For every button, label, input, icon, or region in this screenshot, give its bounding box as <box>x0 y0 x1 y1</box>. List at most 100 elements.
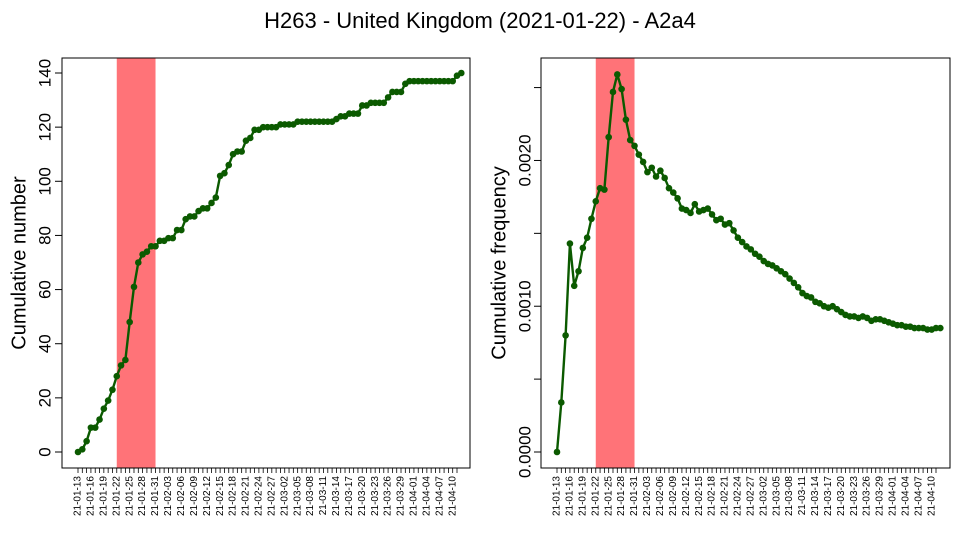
data-point <box>687 209 694 217</box>
x-tick-label: 21-03-20 <box>836 476 847 516</box>
data-point <box>790 279 798 287</box>
x-tick-label: 21-03-14 <box>810 476 821 516</box>
x-tick-label: 21-03-14 <box>331 476 342 516</box>
y-tick-label: 0 <box>35 447 54 456</box>
data-point <box>661 174 668 182</box>
x-tick-label: 21-03-26 <box>383 476 394 516</box>
data-point <box>644 168 651 176</box>
data-point <box>639 158 647 166</box>
x-tick-label: 21-04-10 <box>926 476 937 516</box>
x-tick-label: 21-03-08 <box>784 476 795 516</box>
data-point <box>575 267 582 275</box>
data-point <box>626 136 634 144</box>
y-tick-label: 120 <box>35 113 54 141</box>
data-point <box>807 294 815 301</box>
data-point <box>109 386 116 394</box>
y-tick-label: 40 <box>35 334 54 353</box>
x-tick-label: 21-02-12 <box>202 476 213 516</box>
data-point <box>397 88 405 96</box>
x-tick-label: 21-01-28 <box>137 476 148 516</box>
x-tick-label: 21-01-22 <box>590 476 601 516</box>
data-point <box>691 200 699 208</box>
x-tick-label: 21-01-25 <box>603 476 614 516</box>
data-point <box>566 240 574 247</box>
x-tick-label: 21-03-02 <box>758 476 769 516</box>
data-point <box>794 283 802 291</box>
x-tick-label: 21-03-11 <box>797 476 808 516</box>
data-point <box>592 197 600 205</box>
x-tick-label: 21-02-18 <box>707 476 718 516</box>
x-tick-label: 21-03-17 <box>344 476 355 516</box>
x-tick-label: 21-01-25 <box>124 476 135 516</box>
x-tick-label: 21-03-23 <box>849 476 860 516</box>
data-point <box>635 151 643 158</box>
y-tick-label: 80 <box>35 226 54 245</box>
x-tick-label: 21-04-01 <box>409 476 420 516</box>
data-point <box>152 242 159 250</box>
y-tick-label: 0.0010 <box>515 280 534 332</box>
data-point <box>665 184 673 192</box>
data-point <box>122 356 129 364</box>
chart-panel-1: 0 20 40 60 80 100 120 140 Cumulative number 21-01… <box>8 57 471 516</box>
data-point <box>583 234 591 242</box>
x-tick-label: 21-03-11 <box>318 476 329 516</box>
data-point <box>631 142 638 150</box>
data-point <box>384 94 392 101</box>
data-point <box>657 167 664 174</box>
data-point <box>96 416 103 423</box>
x-tick-label: 21-01-19 <box>577 476 588 516</box>
x-tick-label: 21-02-15 <box>215 476 226 516</box>
data-point <box>717 215 724 223</box>
data-point <box>618 85 625 93</box>
data-point <box>134 259 142 266</box>
x-tick-label: 21-04-04 <box>421 476 432 516</box>
x-tick-label: 21-03-29 <box>396 476 407 516</box>
chart-panel-2: 0.0000 0.0010 0.0020 Cumulative frequency 21… <box>488 57 951 516</box>
x-tick-label: 21-01-31 <box>150 476 161 516</box>
x-tick-label: 21-02-21 <box>241 476 252 516</box>
x-tick-label: 21-04-07 <box>913 476 924 516</box>
data-point <box>449 77 456 85</box>
x-tick-label: 21-02-12 <box>681 476 692 516</box>
x-tick-label: 21-01-13 <box>552 476 563 516</box>
data-point <box>609 88 617 96</box>
plot-frame <box>61 57 471 469</box>
data-point <box>238 148 245 155</box>
x-tick-label: 21-02-15 <box>694 476 705 516</box>
y-tick-label: 140 <box>35 59 54 87</box>
data-point <box>113 372 121 380</box>
x-tick-label: 21-03-05 <box>292 476 303 516</box>
data-point <box>738 238 746 246</box>
x-tick-label: 21-03-17 <box>823 476 834 516</box>
data-point <box>100 405 108 412</box>
x-tick-label: 21-03-23 <box>370 476 381 516</box>
x-tick-label: 21-01-16 <box>565 476 576 516</box>
x-tick-label: 21-01-22 <box>111 476 122 516</box>
x-tick-label: 21-01-13 <box>73 476 84 516</box>
data-point <box>458 69 465 77</box>
data-point <box>622 116 630 123</box>
data-point <box>730 227 737 234</box>
data-point <box>178 226 185 234</box>
y-axis-title: Cumulative frequency <box>488 166 510 359</box>
data-point <box>562 332 569 339</box>
data-point <box>203 205 211 212</box>
x-tick-label: 21-01-31 <box>629 476 640 516</box>
data-point <box>652 173 660 180</box>
data-point <box>225 161 233 169</box>
x-tick-label: 21-02-03 <box>163 476 174 516</box>
x-tick-label: 21-04-04 <box>900 476 911 516</box>
x-tick-label: 21-02-24 <box>254 476 265 516</box>
x-tick-label: 21-02-21 <box>720 476 731 516</box>
x-tick-label: 21-02-09 <box>189 476 200 516</box>
data-point <box>553 448 561 456</box>
x-tick-label: 21-04-07 <box>434 476 445 516</box>
plot-frame <box>540 57 951 469</box>
data-point <box>704 205 712 212</box>
y-axis-title: Cumulative number <box>8 176 30 350</box>
data-point <box>781 270 789 278</box>
data-point <box>104 397 112 404</box>
data-point <box>734 234 742 242</box>
